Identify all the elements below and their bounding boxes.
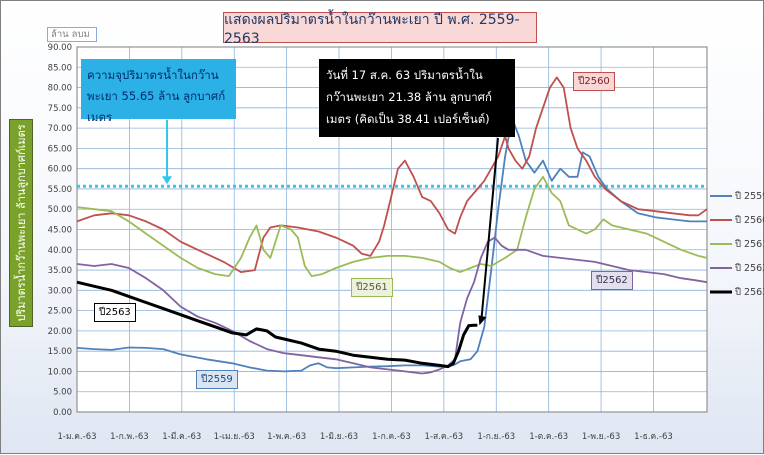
legend-label: ปี 2563 bbox=[734, 286, 764, 298]
legend-label: ปี 2559 bbox=[734, 190, 764, 202]
plot-border bbox=[76, 46, 708, 413]
current-arrow-head bbox=[478, 315, 487, 326]
y-tick-label: 20.00 bbox=[48, 327, 72, 337]
series-tag-2561: ปี2561 bbox=[351, 278, 393, 297]
y-tick-label: 0.00 bbox=[53, 408, 72, 418]
series-tag-2559: ปี2559 bbox=[196, 370, 238, 389]
y-tick-label: 10.00 bbox=[48, 367, 72, 377]
x-tick-label: 1-พ.ค.-63 bbox=[267, 432, 306, 442]
current-volume-annotation: วันที่ 17 ส.ค. 63 ปริมาตรน้ำในกว๊านพะเยา… bbox=[319, 59, 515, 137]
y-tick-label: 65.00 bbox=[48, 144, 72, 154]
y-axis-title-box: ปริมาตรน้ำกว๊านพะเยา ล้านลูกบาศก์เมตร bbox=[9, 119, 33, 327]
y-tick-label: 5.00 bbox=[53, 388, 72, 398]
y-tick-label: 40.00 bbox=[48, 246, 72, 256]
y-tick-label: 35.00 bbox=[48, 266, 72, 276]
series-line-ปี2559 bbox=[76, 117, 707, 373]
y-tick-label: 45.00 bbox=[48, 226, 72, 236]
x-tick-label: 1-ก.ค.-63 bbox=[372, 432, 411, 442]
series-line-ปี2562 bbox=[76, 236, 708, 375]
chart-title: แสดงผลปริมาตรน้ำในกว๊านพะเยา ปี พ.ศ. 255… bbox=[223, 12, 537, 47]
x-tick-label: 1-ต.ค.-63 bbox=[529, 432, 568, 442]
legend-label: ปี 2561 bbox=[734, 238, 764, 250]
series-line-ปี2561 bbox=[76, 175, 708, 277]
series-line-ปี2560 bbox=[76, 76, 708, 273]
y-tick-label: 15.00 bbox=[48, 347, 72, 357]
x-tick-label: 1-ก.พ.-63 bbox=[110, 432, 149, 442]
y-tick-label: 80.00 bbox=[48, 84, 72, 94]
y-axis-title: ปริมาตรน้ำกว๊านพะเยา ล้านลูกบาศก์เมตร bbox=[15, 124, 28, 322]
x-tick-label: 1-ส.ค.-63 bbox=[425, 432, 464, 442]
x-tick-label: 1-ม.ค.-63 bbox=[57, 432, 96, 442]
y-tick-label: 90.00 bbox=[48, 43, 72, 53]
y-tick-label: 85.00 bbox=[48, 63, 72, 73]
unit-label: ล้าน ลบม bbox=[47, 27, 97, 42]
capacity-annotation: ความจุปริมาตรน้ำในกว๊านพะเยา 55.65 ล้าน … bbox=[81, 59, 236, 124]
y-tick-label: 75.00 bbox=[48, 104, 72, 114]
series-tag-2563: ปี2563 bbox=[94, 303, 136, 322]
x-tick-label: 1-มิ.ย.-63 bbox=[320, 432, 358, 442]
series-tag-2562: ปี2562 bbox=[591, 271, 633, 290]
x-tick-label: 1-ธ.ค.-63 bbox=[634, 432, 673, 442]
series-line-ปี2563 bbox=[76, 280, 478, 369]
current-arrow-shaft bbox=[480, 137, 499, 320]
x-tick-label: 1-เม.ย.-63 bbox=[214, 432, 255, 442]
x-tick-label: 1-พ.ย.-63 bbox=[582, 432, 620, 442]
y-tick-label: 25.00 bbox=[48, 307, 72, 317]
legend-label: ปี 2562 bbox=[734, 262, 764, 274]
capacity-arrow-head bbox=[162, 176, 172, 185]
x-tick-label: 1-มี.ค.-63 bbox=[162, 431, 201, 442]
y-tick-label: 30.00 bbox=[48, 286, 72, 296]
x-tick-label: 1-ก.ย.-63 bbox=[477, 432, 515, 442]
y-tick-label: 70.00 bbox=[48, 124, 72, 134]
y-tick-label: 50.00 bbox=[48, 205, 72, 215]
series-tag-2560: ปี2560 bbox=[573, 72, 615, 91]
y-tick-label: 55.00 bbox=[48, 185, 72, 195]
legend-label: ปี 2560 bbox=[734, 214, 764, 226]
y-tick-label: 60.00 bbox=[48, 165, 72, 175]
